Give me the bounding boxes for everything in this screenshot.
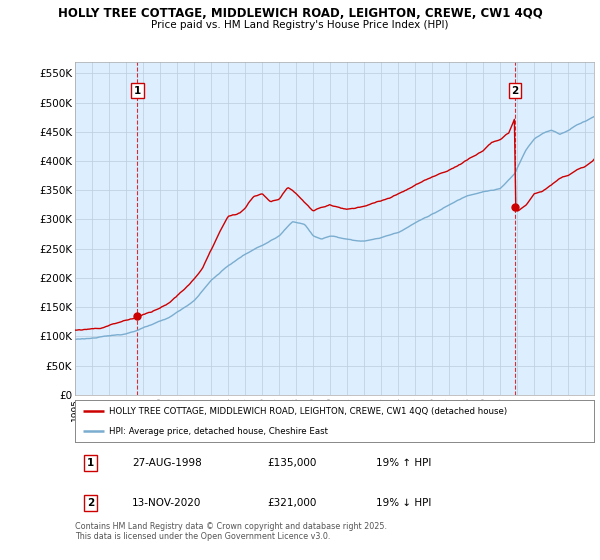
Text: Price paid vs. HM Land Registry's House Price Index (HPI): Price paid vs. HM Land Registry's House … (151, 20, 449, 30)
Text: HOLLY TREE COTTAGE, MIDDLEWICH ROAD, LEIGHTON, CREWE, CW1 4QQ: HOLLY TREE COTTAGE, MIDDLEWICH ROAD, LEI… (58, 7, 542, 20)
Text: 1: 1 (134, 86, 141, 96)
Text: 27-AUG-1998: 27-AUG-1998 (132, 459, 202, 468)
Text: 1: 1 (87, 459, 94, 468)
Text: 2: 2 (512, 86, 519, 96)
Text: 2: 2 (87, 498, 94, 507)
Text: Contains HM Land Registry data © Crown copyright and database right 2025.
This d: Contains HM Land Registry data © Crown c… (75, 522, 387, 542)
Text: £135,000: £135,000 (267, 459, 316, 468)
Text: 19% ↑ HPI: 19% ↑ HPI (376, 459, 431, 468)
Text: 13-NOV-2020: 13-NOV-2020 (132, 498, 202, 507)
Text: £321,000: £321,000 (267, 498, 316, 507)
Text: HOLLY TREE COTTAGE, MIDDLEWICH ROAD, LEIGHTON, CREWE, CW1 4QQ (detached house): HOLLY TREE COTTAGE, MIDDLEWICH ROAD, LEI… (109, 407, 507, 416)
Text: 19% ↓ HPI: 19% ↓ HPI (376, 498, 431, 507)
Text: HPI: Average price, detached house, Cheshire East: HPI: Average price, detached house, Ches… (109, 427, 328, 436)
